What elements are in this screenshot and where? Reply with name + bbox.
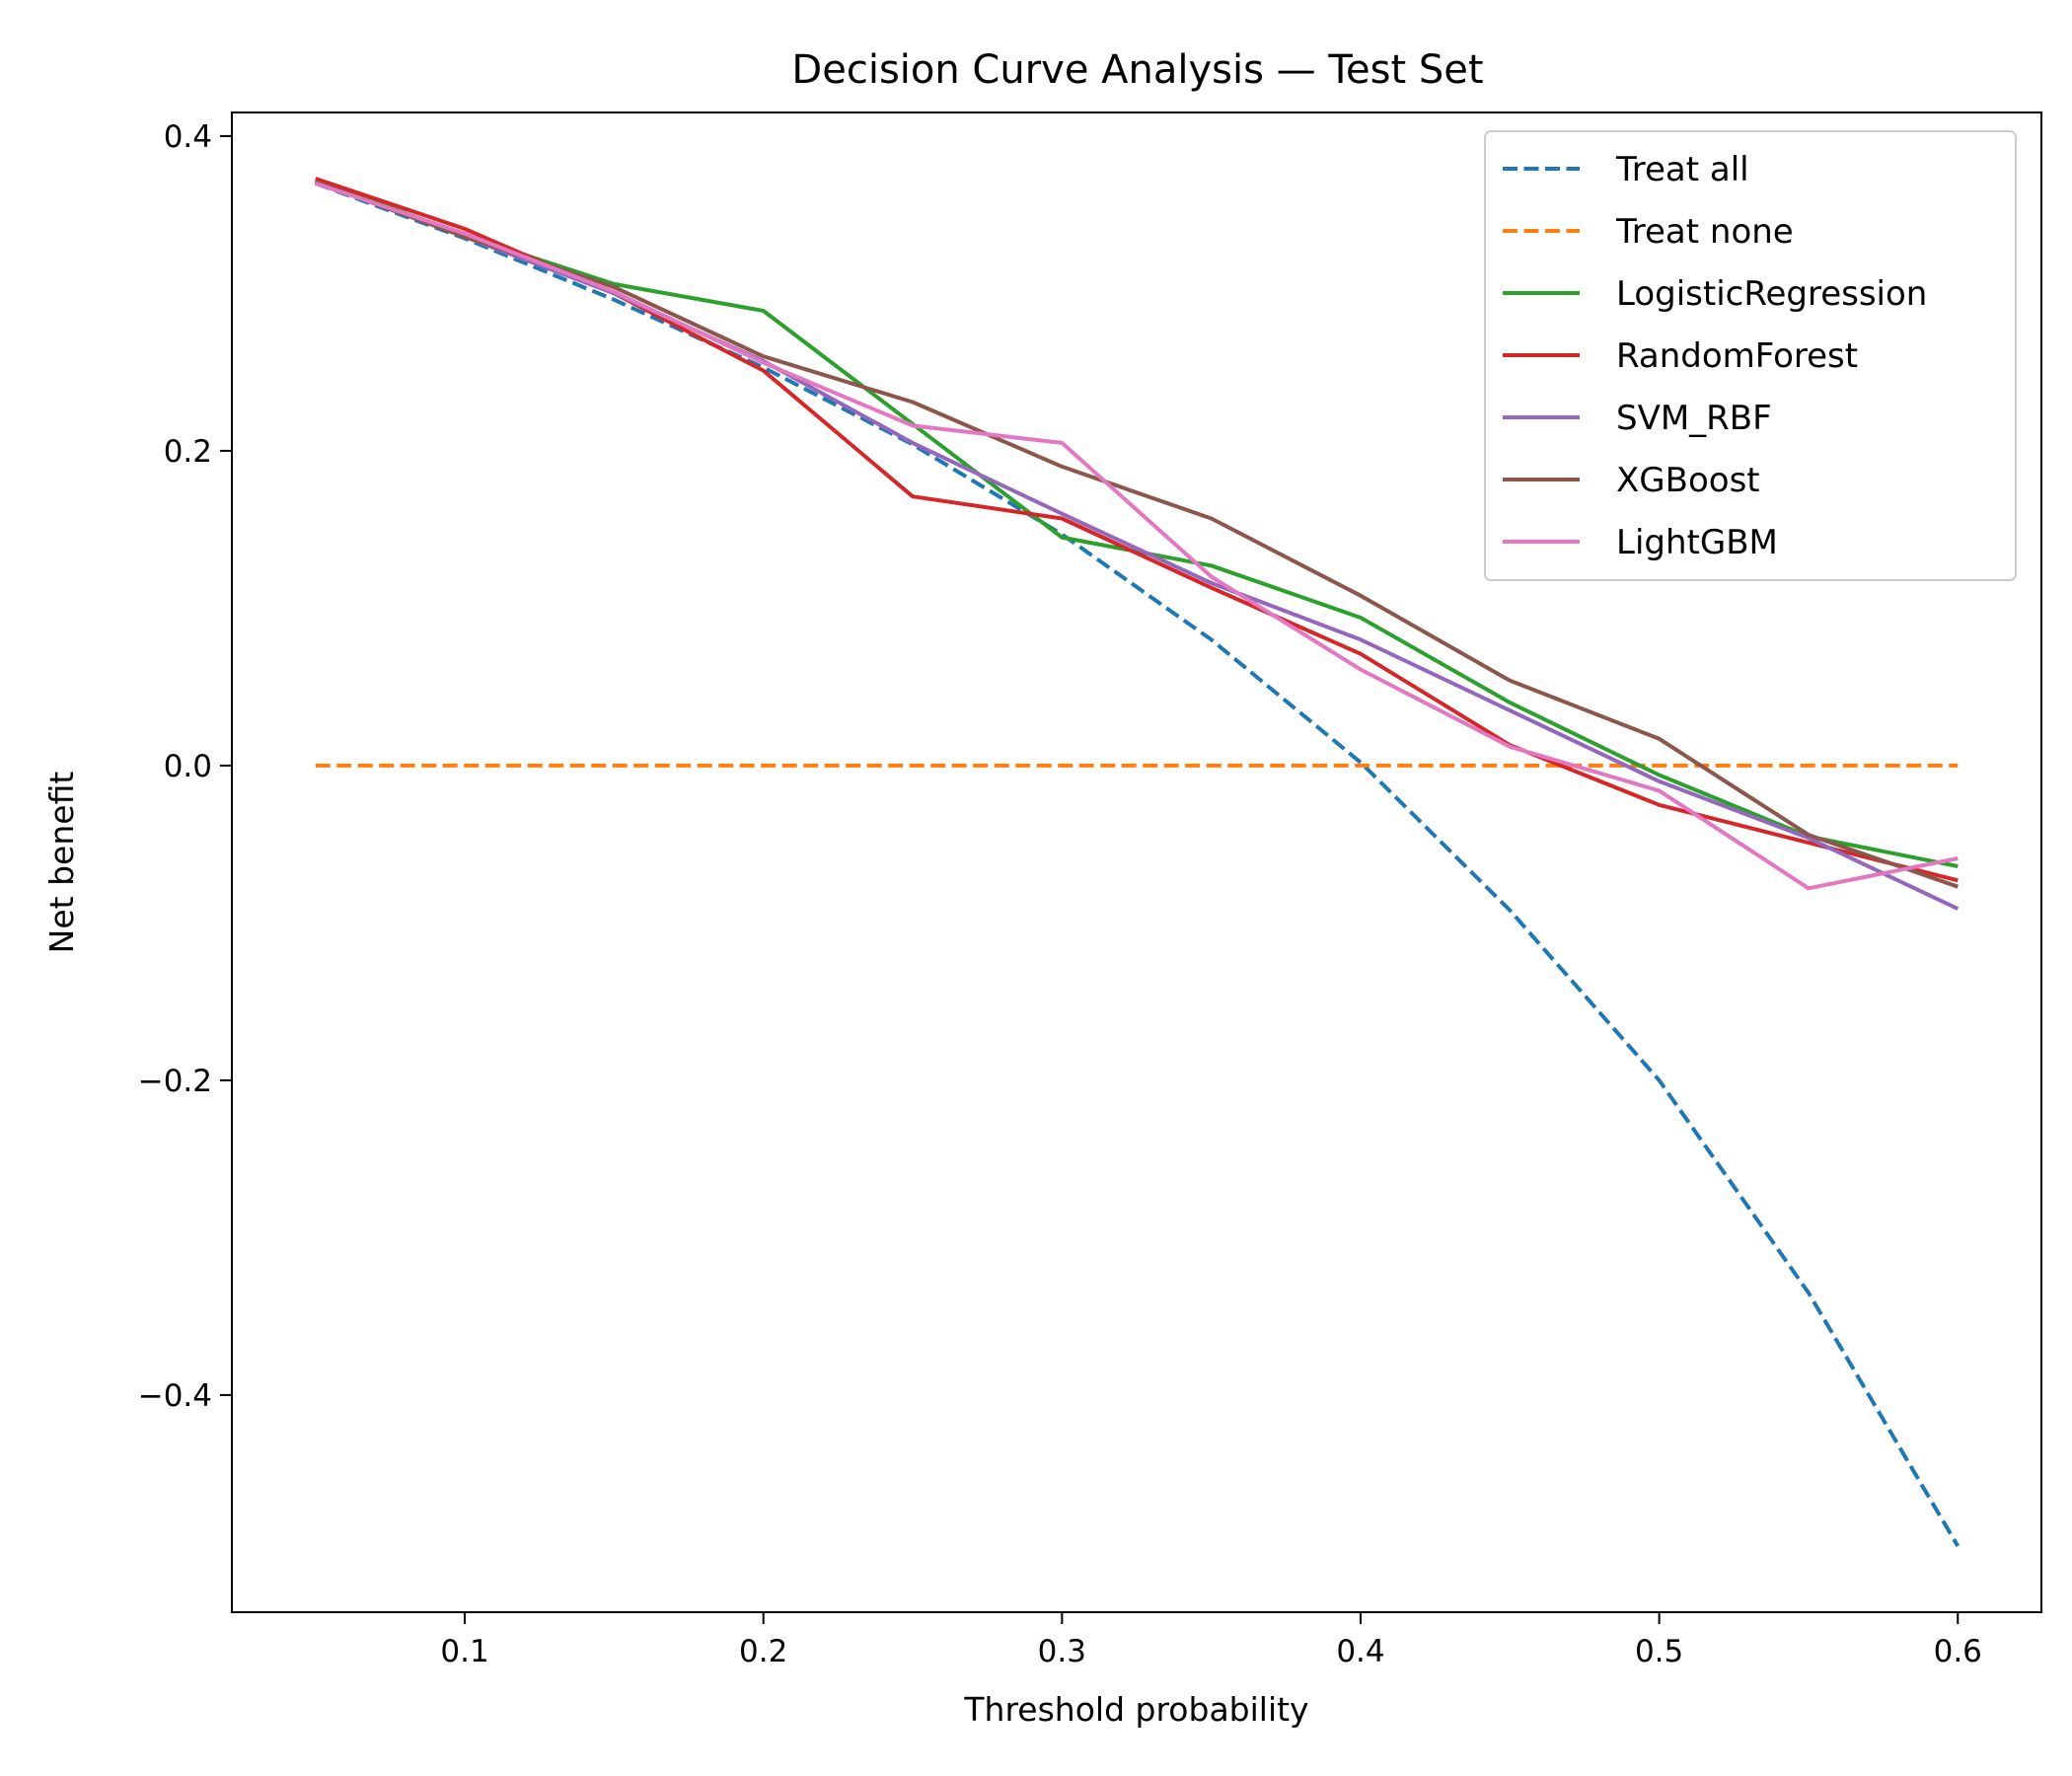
y-tick-label: 0.4 bbox=[164, 119, 212, 155]
y-tick-label: −0.2 bbox=[138, 1064, 212, 1099]
x-tick-label: 0.1 bbox=[440, 1634, 488, 1669]
y-tick-label: 0.0 bbox=[164, 749, 212, 784]
x-axis-title: Threshold probability bbox=[963, 1690, 1308, 1729]
axes-frame bbox=[231, 111, 2042, 1613]
y-tick-label: 0.2 bbox=[164, 434, 212, 470]
y-tick-label: −0.4 bbox=[138, 1378, 212, 1414]
legend-label-treat-all: Treat all bbox=[1615, 150, 1749, 189]
legend-label-randomforest: RandomForest bbox=[1616, 336, 1858, 376]
legend-label-logisticregression: LogisticRegression bbox=[1616, 274, 1927, 314]
chart-title: Decision Curve Analysis — Test Set bbox=[791, 47, 1483, 93]
legend-label-xgboost: XGBoost bbox=[1616, 461, 1760, 500]
y-axis-title: Net benefit bbox=[42, 772, 81, 954]
y-axis: −0.4 −0.2 0.0 0.2 0.4 bbox=[138, 119, 232, 1414]
x-tick-label: 0.5 bbox=[1635, 1634, 1683, 1669]
series-line-xgboost bbox=[315, 180, 1959, 889]
legend-label-svm-rbf: SVM_RBF bbox=[1616, 399, 1772, 438]
legend: Treat all Treat none LogisticRegression Ran… bbox=[1484, 130, 2017, 581]
plot-area bbox=[315, 177, 1961, 1548]
legend-label-treat-none: Treat none bbox=[1615, 212, 1794, 252]
x-tick-label: 0.2 bbox=[739, 1634, 787, 1669]
x-axis: 0.1 0.2 0.3 0.4 0.5 0.6 bbox=[440, 1612, 1982, 1669]
legend-box bbox=[1484, 130, 2017, 581]
x-tick-label: 0.3 bbox=[1038, 1634, 1086, 1669]
x-tick-label: 0.6 bbox=[1934, 1634, 1982, 1669]
x-tick-label: 0.4 bbox=[1336, 1634, 1384, 1669]
series-line-lightgbm bbox=[315, 181, 1959, 891]
series-line-treat-all bbox=[315, 181, 1961, 1548]
legend-label-lightgbm: LightGBM bbox=[1616, 523, 1778, 562]
